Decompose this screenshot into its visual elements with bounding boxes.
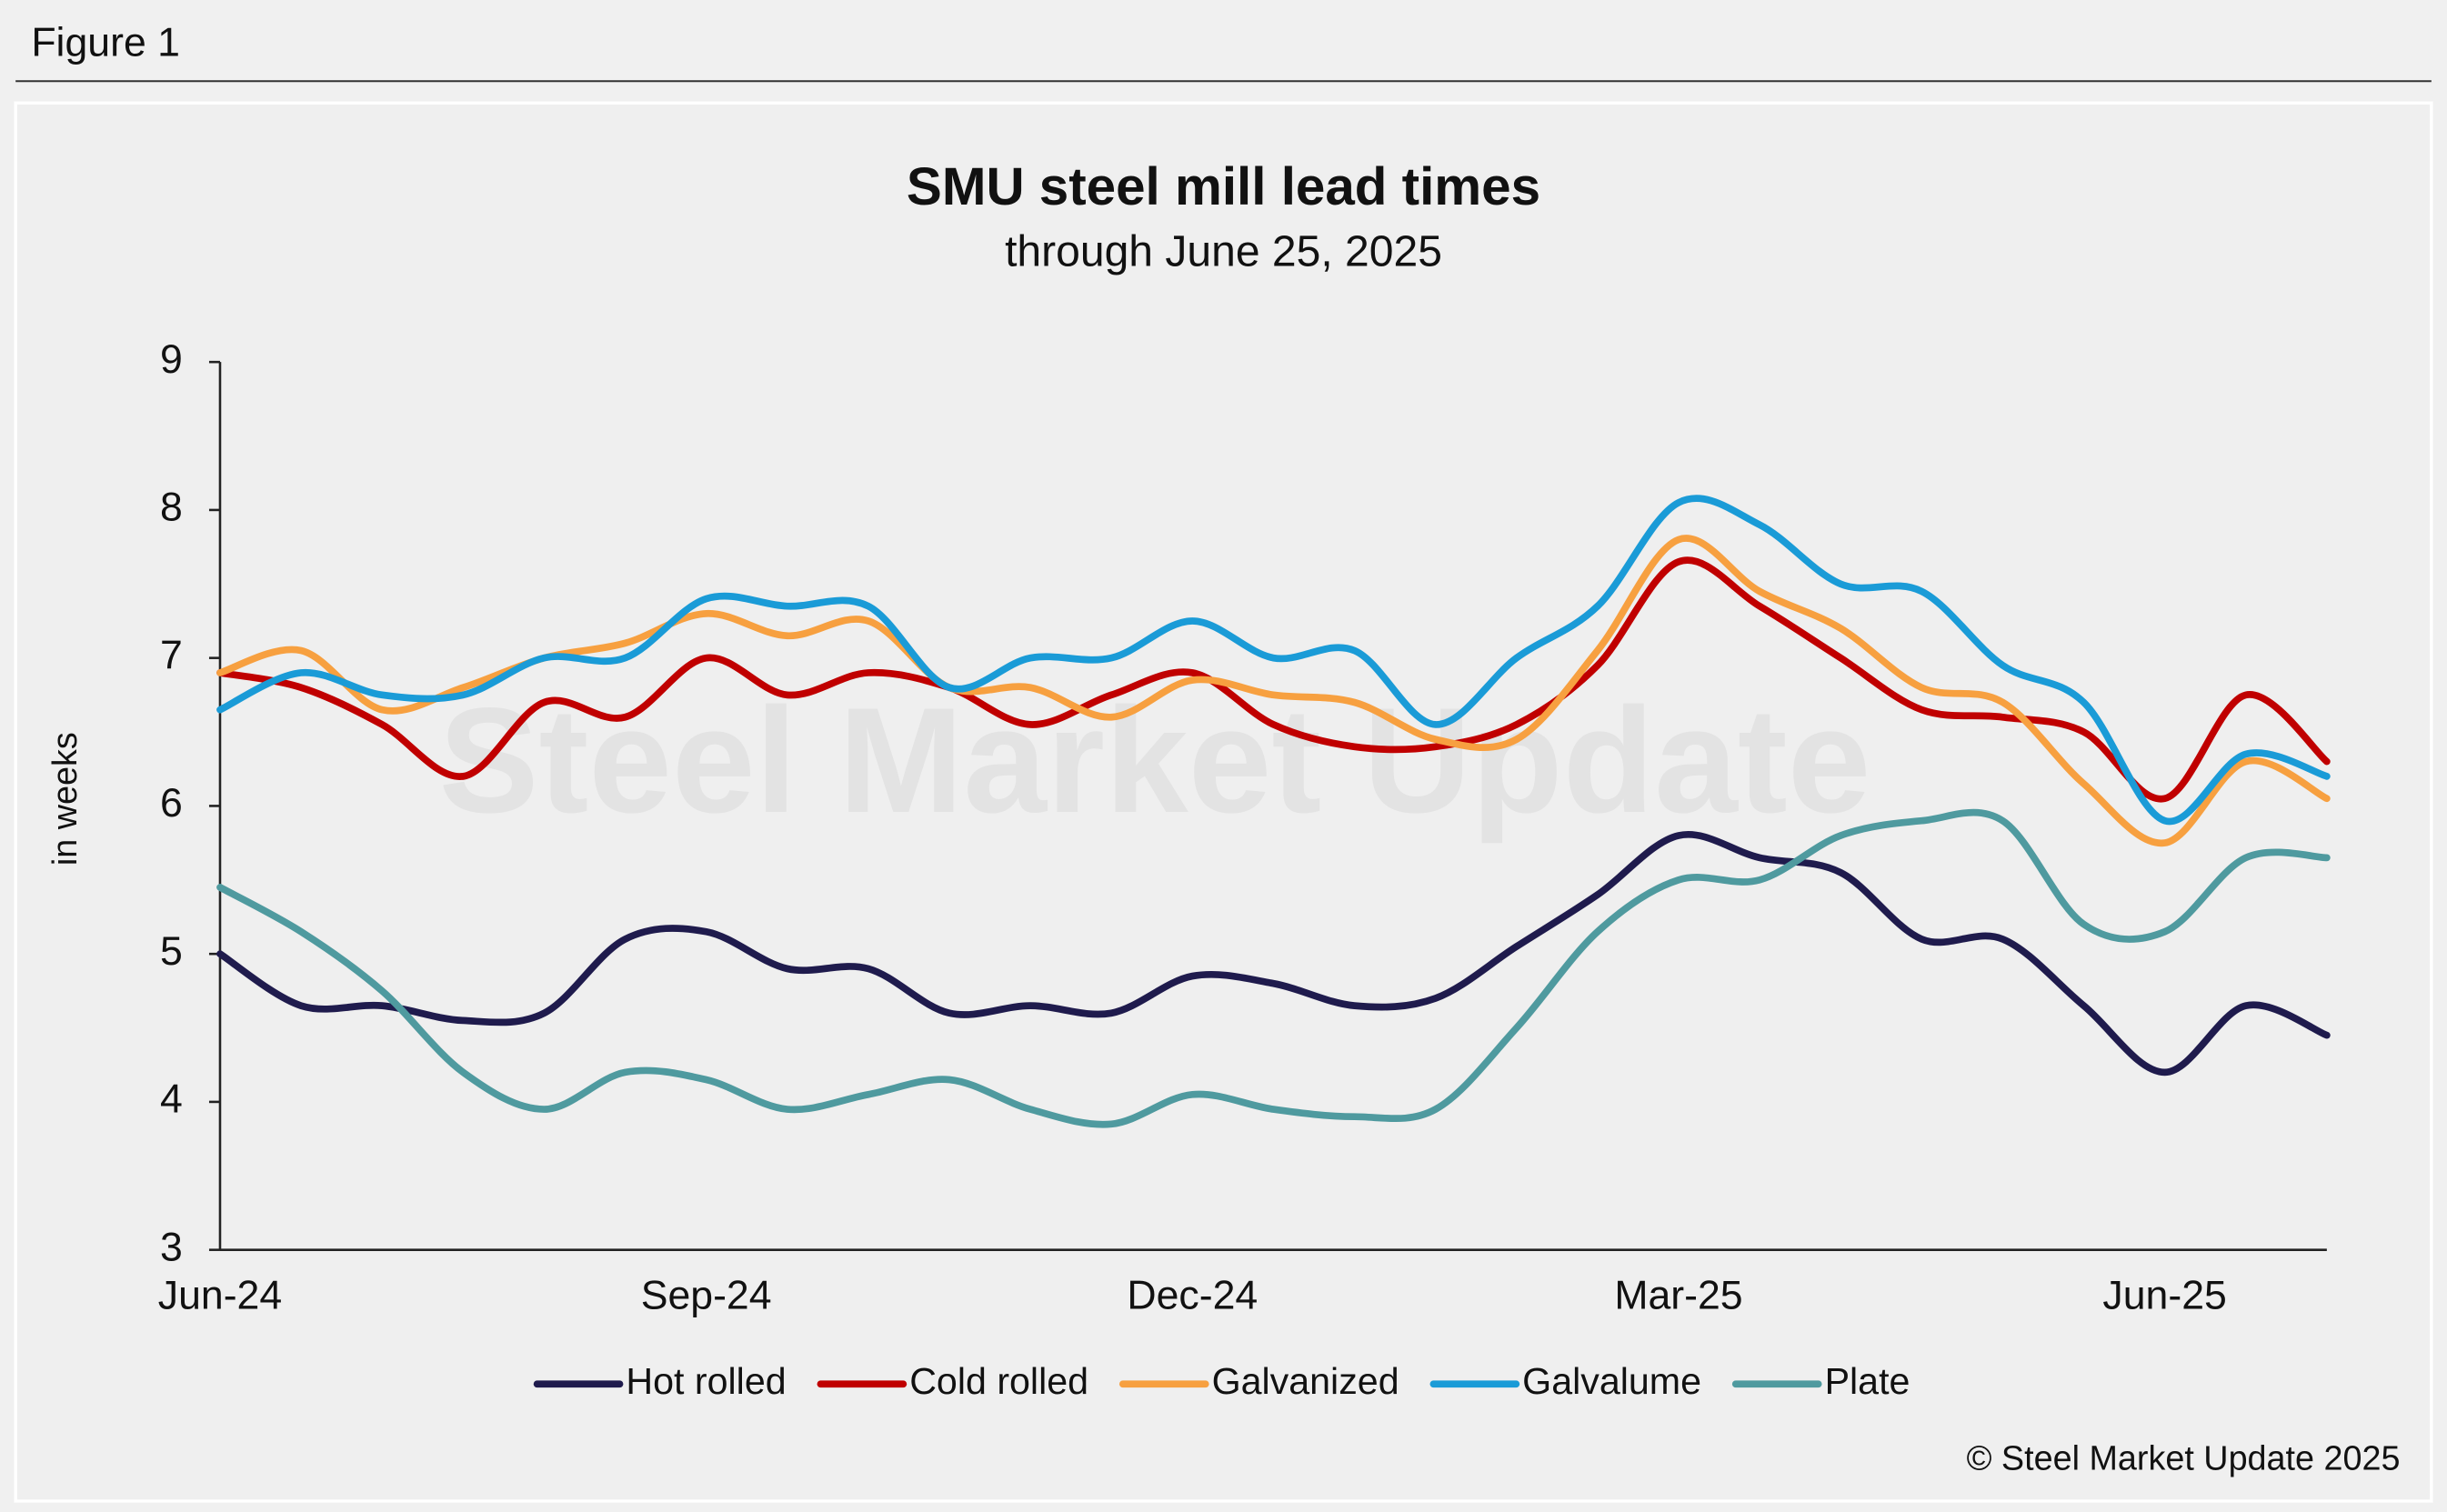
chart-title: SMU steel mill lead times xyxy=(907,157,1540,216)
x-tick-label: Mar-25 xyxy=(1614,1274,1742,1318)
y-tick-label: 6 xyxy=(160,781,183,826)
series-line xyxy=(216,830,2331,1076)
series-line xyxy=(216,495,2331,826)
watermark: Steel Market Update xyxy=(439,676,1871,844)
x-tick-label: Jun-24 xyxy=(158,1274,282,1318)
series-line xyxy=(216,556,2331,803)
chart-subtitle: through June 25, 2025 xyxy=(1005,227,1442,275)
y-tick-label: 5 xyxy=(160,929,183,974)
chart-panel xyxy=(14,101,2433,1503)
series-line xyxy=(216,535,2331,847)
legend-label: Plate xyxy=(1825,1360,1910,1402)
y-axis-label: in weeks xyxy=(45,732,84,866)
y-tick-label: 4 xyxy=(160,1077,183,1122)
x-tick-label: Dec-24 xyxy=(1127,1274,1258,1318)
x-tick-label: Jun-25 xyxy=(2102,1274,2226,1318)
y-tick-label: 9 xyxy=(160,337,183,382)
legend-label: Galvalume xyxy=(1522,1360,1701,1402)
figure-label: Figure 1 xyxy=(31,21,180,65)
legend-label: Hot rolled xyxy=(626,1360,786,1402)
series-line xyxy=(216,808,2331,1128)
y-tick-label: 7 xyxy=(160,633,183,677)
legend-label: Galvanized xyxy=(1212,1360,1399,1402)
y-tick-label: 8 xyxy=(160,486,183,530)
y-tick-label: 3 xyxy=(160,1225,183,1269)
legend-label: Cold rolled xyxy=(909,1360,1088,1402)
copyright: © Steel Market Update 2025 xyxy=(1967,1438,2401,1477)
x-tick-label: Sep-24 xyxy=(641,1274,772,1318)
